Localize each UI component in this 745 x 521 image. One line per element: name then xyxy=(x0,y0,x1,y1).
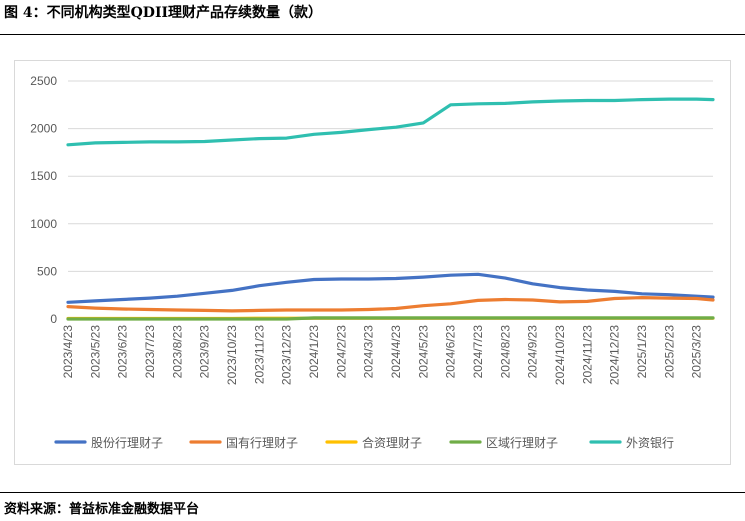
x-tick-label: 2024/1/23 xyxy=(307,325,321,379)
y-tick-label: 2000 xyxy=(30,122,57,136)
x-tick-label: 2025/3/23 xyxy=(690,325,704,379)
y-axis-ticks: 0 500 1000 1500 2000 2500 xyxy=(30,74,57,326)
legend-label: 股份行理财子 xyxy=(91,436,163,450)
series-line-2 xyxy=(66,296,715,313)
legend: 股份行理财子 国有行理财子 合资理财子 区域行理财子 外资银行 xyxy=(54,435,674,450)
x-tick-label: 2024/4/23 xyxy=(389,325,403,379)
legend-label: 外资银行 xyxy=(626,436,674,450)
series-line-1 xyxy=(66,272,715,304)
chart-frame xyxy=(14,60,731,465)
y-tick-label: 500 xyxy=(37,264,57,278)
legend-label: 国有行理财子 xyxy=(226,436,298,450)
top-rule xyxy=(0,34,745,35)
source-note: 资料来源：普益标准金融数据平台 xyxy=(4,502,200,517)
y-tick-label: 1000 xyxy=(30,217,57,231)
x-tick-label: 2023/4/23 xyxy=(61,325,75,379)
gridlines xyxy=(68,80,713,272)
x-axis-ticks: 2023/4/23 2023/5/23 2023/6/23 2023/7/23 2023… xyxy=(61,325,704,385)
x-tick-label: 2025/1/23 xyxy=(635,325,649,379)
series-line-4 xyxy=(66,316,715,321)
x-tick-label: 2023/9/23 xyxy=(198,325,212,379)
series-lines xyxy=(66,97,715,321)
y-tick-label: 1500 xyxy=(30,169,57,183)
series-line-5 xyxy=(66,97,715,147)
x-tick-label: 2023/5/23 xyxy=(88,325,102,379)
y-tick-label: 0 xyxy=(50,312,57,326)
x-tick-label: 2024/7/23 xyxy=(471,325,485,379)
x-tick-label: 2023/11/23 xyxy=(252,325,266,384)
x-tick-label: 2024/8/23 xyxy=(498,325,512,379)
x-tick-label: 2023/7/23 xyxy=(143,325,157,379)
x-tick-label: 2024/2/23 xyxy=(334,325,348,379)
legend-label: 区域行理财子 xyxy=(486,436,558,450)
y-tick-label: 2500 xyxy=(30,74,57,88)
x-tick-label: 2024/12/23 xyxy=(608,325,622,385)
x-tick-label: 2024/10/23 xyxy=(553,325,567,385)
bottom-rule xyxy=(0,492,745,493)
x-tick-label: 2023/10/23 xyxy=(225,325,239,385)
legend-label: 合资理财子 xyxy=(362,435,422,450)
x-tick-label: 2024/6/23 xyxy=(444,325,458,379)
x-tick-label: 2023/8/23 xyxy=(170,325,184,379)
x-tick-label: 2023/12/23 xyxy=(280,325,294,385)
x-tick-label: 2024/11/23 xyxy=(580,325,594,384)
x-tick-label: 2024/9/23 xyxy=(526,325,540,379)
x-tick-label: 2023/6/23 xyxy=(116,325,130,379)
x-tick-label: 2024/5/23 xyxy=(416,325,430,379)
x-tick-label: 2024/3/23 xyxy=(362,325,376,379)
x-tick-label: 2025/2/23 xyxy=(662,325,676,379)
figure-title: 图 4：不同机构类型QDII理财产品存续数量（款） xyxy=(4,5,323,21)
